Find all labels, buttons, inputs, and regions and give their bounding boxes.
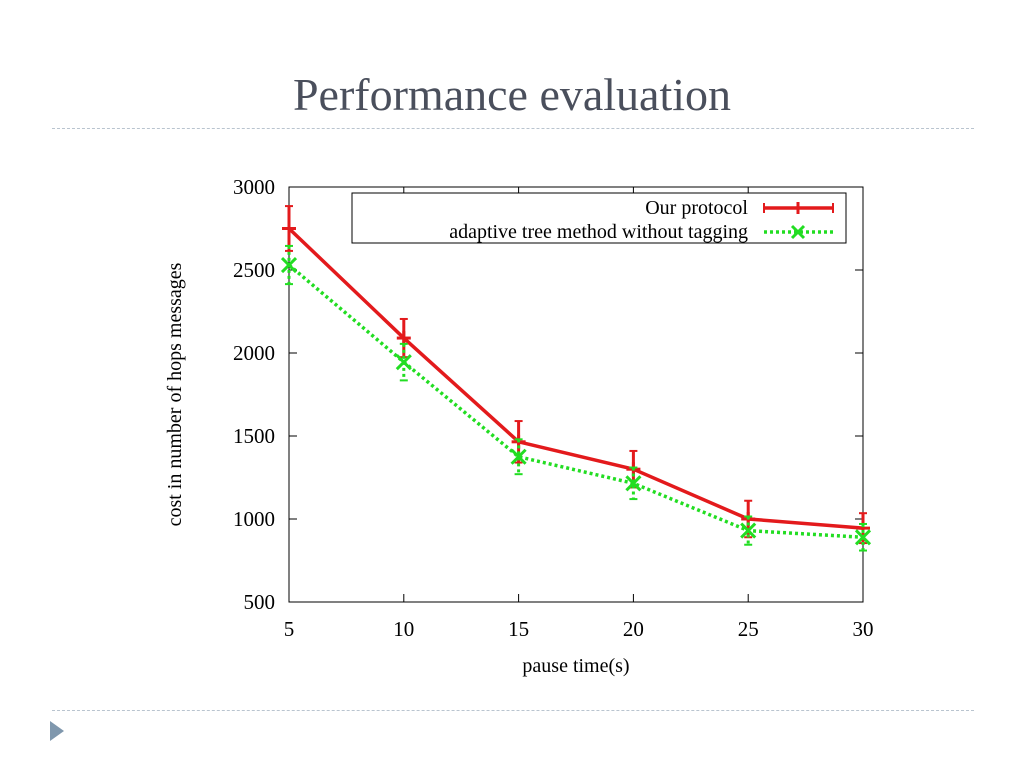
y-tick-label: 3000 [233, 175, 275, 199]
x-tick-label: 20 [623, 617, 644, 641]
x-marker [740, 522, 757, 539]
x-tick-label: 15 [508, 617, 529, 641]
x-marker [280, 256, 298, 274]
x-tick-label: 30 [853, 617, 874, 641]
legend-samples [763, 202, 834, 240]
y-tick-label: 500 [244, 590, 276, 614]
axis-ticks [288, 186, 864, 603]
y-tick-label: 2500 [233, 258, 275, 282]
series-1 [280, 244, 872, 552]
x-tick-label: 25 [738, 617, 759, 641]
x-marker [625, 475, 642, 492]
tick-labels: 5 10 15 20 25 30 500 1000 1500 2000 2500 3000 [233, 175, 874, 641]
series-0 [282, 205, 870, 545]
legend-label-our-protocol: Our protocol [645, 197, 748, 219]
legend-label-adaptive-tree: adaptive tree method without tagging [449, 221, 748, 243]
x-tick-label: 5 [284, 617, 295, 641]
x-marker [395, 354, 412, 371]
x-marker [510, 448, 527, 465]
footer-divider [52, 710, 974, 711]
y-axis-label: cost in number of hops messages [164, 262, 186, 526]
series-layer [280, 205, 872, 552]
page-title: Performance evaluation [292, 69, 732, 120]
y-tick-label: 2000 [233, 341, 275, 365]
x-axis-label: pause time(s) [522, 655, 629, 677]
y-tick-label: 1500 [233, 424, 275, 448]
y-tick-label: 1000 [233, 507, 275, 531]
title-divider [52, 128, 974, 129]
plot-frame [288, 186, 864, 603]
x-marker [854, 529, 872, 546]
x-tick-label: 10 [393, 617, 414, 641]
legend-box [351, 192, 847, 244]
triangle-bullet-icon [50, 721, 64, 741]
series-line [287, 227, 864, 530]
legend: Our protocol adaptive tree method withou… [351, 192, 847, 244]
series-line [287, 263, 864, 540]
x-marker [790, 224, 806, 240]
